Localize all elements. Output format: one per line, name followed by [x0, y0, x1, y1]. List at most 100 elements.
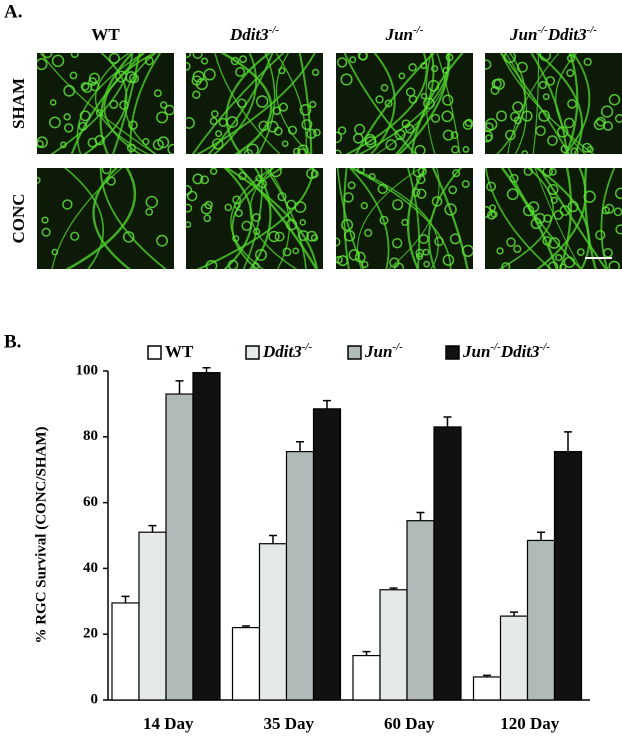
cell	[340, 73, 353, 86]
cell	[37, 58, 48, 71]
cell	[547, 135, 558, 146]
cell	[238, 171, 247, 181]
cell	[547, 261, 559, 269]
cell	[356, 168, 365, 174]
cell	[106, 176, 116, 186]
cell	[87, 137, 98, 148]
cell	[278, 67, 286, 75]
axon	[558, 168, 573, 269]
cell	[423, 97, 435, 110]
cell	[201, 57, 209, 65]
cell	[521, 110, 533, 122]
cell	[269, 168, 282, 178]
legend-label: Jun-/-	[364, 341, 403, 361]
cell	[420, 92, 428, 100]
cell	[586, 145, 594, 153]
x-tick-label: 35 Day	[263, 714, 314, 733]
cell	[608, 260, 621, 269]
cell	[595, 229, 606, 241]
error-bar	[510, 611, 518, 617]
cell	[128, 120, 138, 130]
cell	[582, 142, 592, 153]
cell	[485, 118, 498, 131]
x-tick-label: 120 Day	[500, 714, 560, 733]
cell	[408, 95, 418, 104]
cell	[451, 145, 460, 154]
axon	[354, 53, 436, 154]
axon	[191, 53, 285, 154]
error-bar	[242, 625, 250, 628]
error-bar	[362, 650, 371, 656]
cell	[593, 118, 606, 131]
cell	[423, 260, 430, 268]
micrograph	[485, 168, 622, 269]
axon	[249, 168, 298, 269]
cell	[142, 138, 150, 146]
cell	[496, 247, 504, 255]
row-header: CONC	[9, 193, 28, 243]
cell	[452, 169, 461, 178]
cell	[566, 69, 575, 77]
cell	[550, 196, 558, 204]
cell	[506, 188, 519, 201]
cell	[394, 129, 406, 141]
cell	[398, 72, 406, 80]
cell	[434, 236, 444, 247]
x-tick-label: 60 Day	[384, 714, 435, 733]
cell	[614, 114, 622, 123]
micrograph	[37, 168, 174, 269]
cell	[408, 63, 417, 72]
cell	[299, 104, 312, 116]
cell	[232, 235, 240, 243]
cell	[431, 196, 443, 207]
cell	[354, 251, 366, 263]
cell	[80, 81, 90, 91]
axon	[387, 168, 440, 269]
cell	[486, 210, 497, 220]
cell	[282, 247, 292, 257]
cell	[145, 195, 159, 209]
cell	[281, 140, 289, 148]
cell	[337, 126, 347, 135]
micrograph-texture	[186, 168, 319, 269]
cell	[427, 79, 440, 92]
bar	[258, 543, 288, 701]
cell	[255, 95, 269, 108]
cell	[89, 72, 100, 84]
legend-swatch	[445, 345, 460, 360]
axon	[583, 168, 597, 269]
axon	[431, 168, 469, 269]
bar	[285, 451, 315, 701]
cell	[608, 93, 621, 106]
cell	[62, 199, 73, 210]
axon	[536, 168, 587, 269]
cell	[343, 192, 354, 203]
cell	[542, 93, 550, 101]
cell	[41, 227, 51, 237]
cell	[37, 176, 41, 184]
cell	[230, 56, 240, 66]
cell	[205, 259, 218, 269]
cell	[385, 139, 397, 151]
axon	[298, 53, 313, 154]
cell	[144, 56, 154, 66]
cell	[108, 53, 120, 64]
cell	[48, 116, 61, 129]
cell	[485, 59, 492, 70]
cell	[129, 73, 140, 84]
column-header: Jun-/-Ddit3-/-	[509, 24, 597, 44]
error-bar	[202, 366, 211, 373]
legend-swatch	[147, 345, 162, 360]
cell	[538, 80, 547, 90]
cell	[486, 181, 497, 192]
bar	[406, 520, 435, 701]
cell	[292, 147, 301, 154]
cell	[209, 117, 218, 126]
row-header: SHAM	[9, 78, 28, 129]
cell	[442, 66, 450, 74]
cell	[63, 123, 74, 133]
axon	[349, 168, 452, 269]
cell	[312, 128, 321, 137]
cell	[501, 262, 511, 269]
cell	[547, 183, 559, 195]
